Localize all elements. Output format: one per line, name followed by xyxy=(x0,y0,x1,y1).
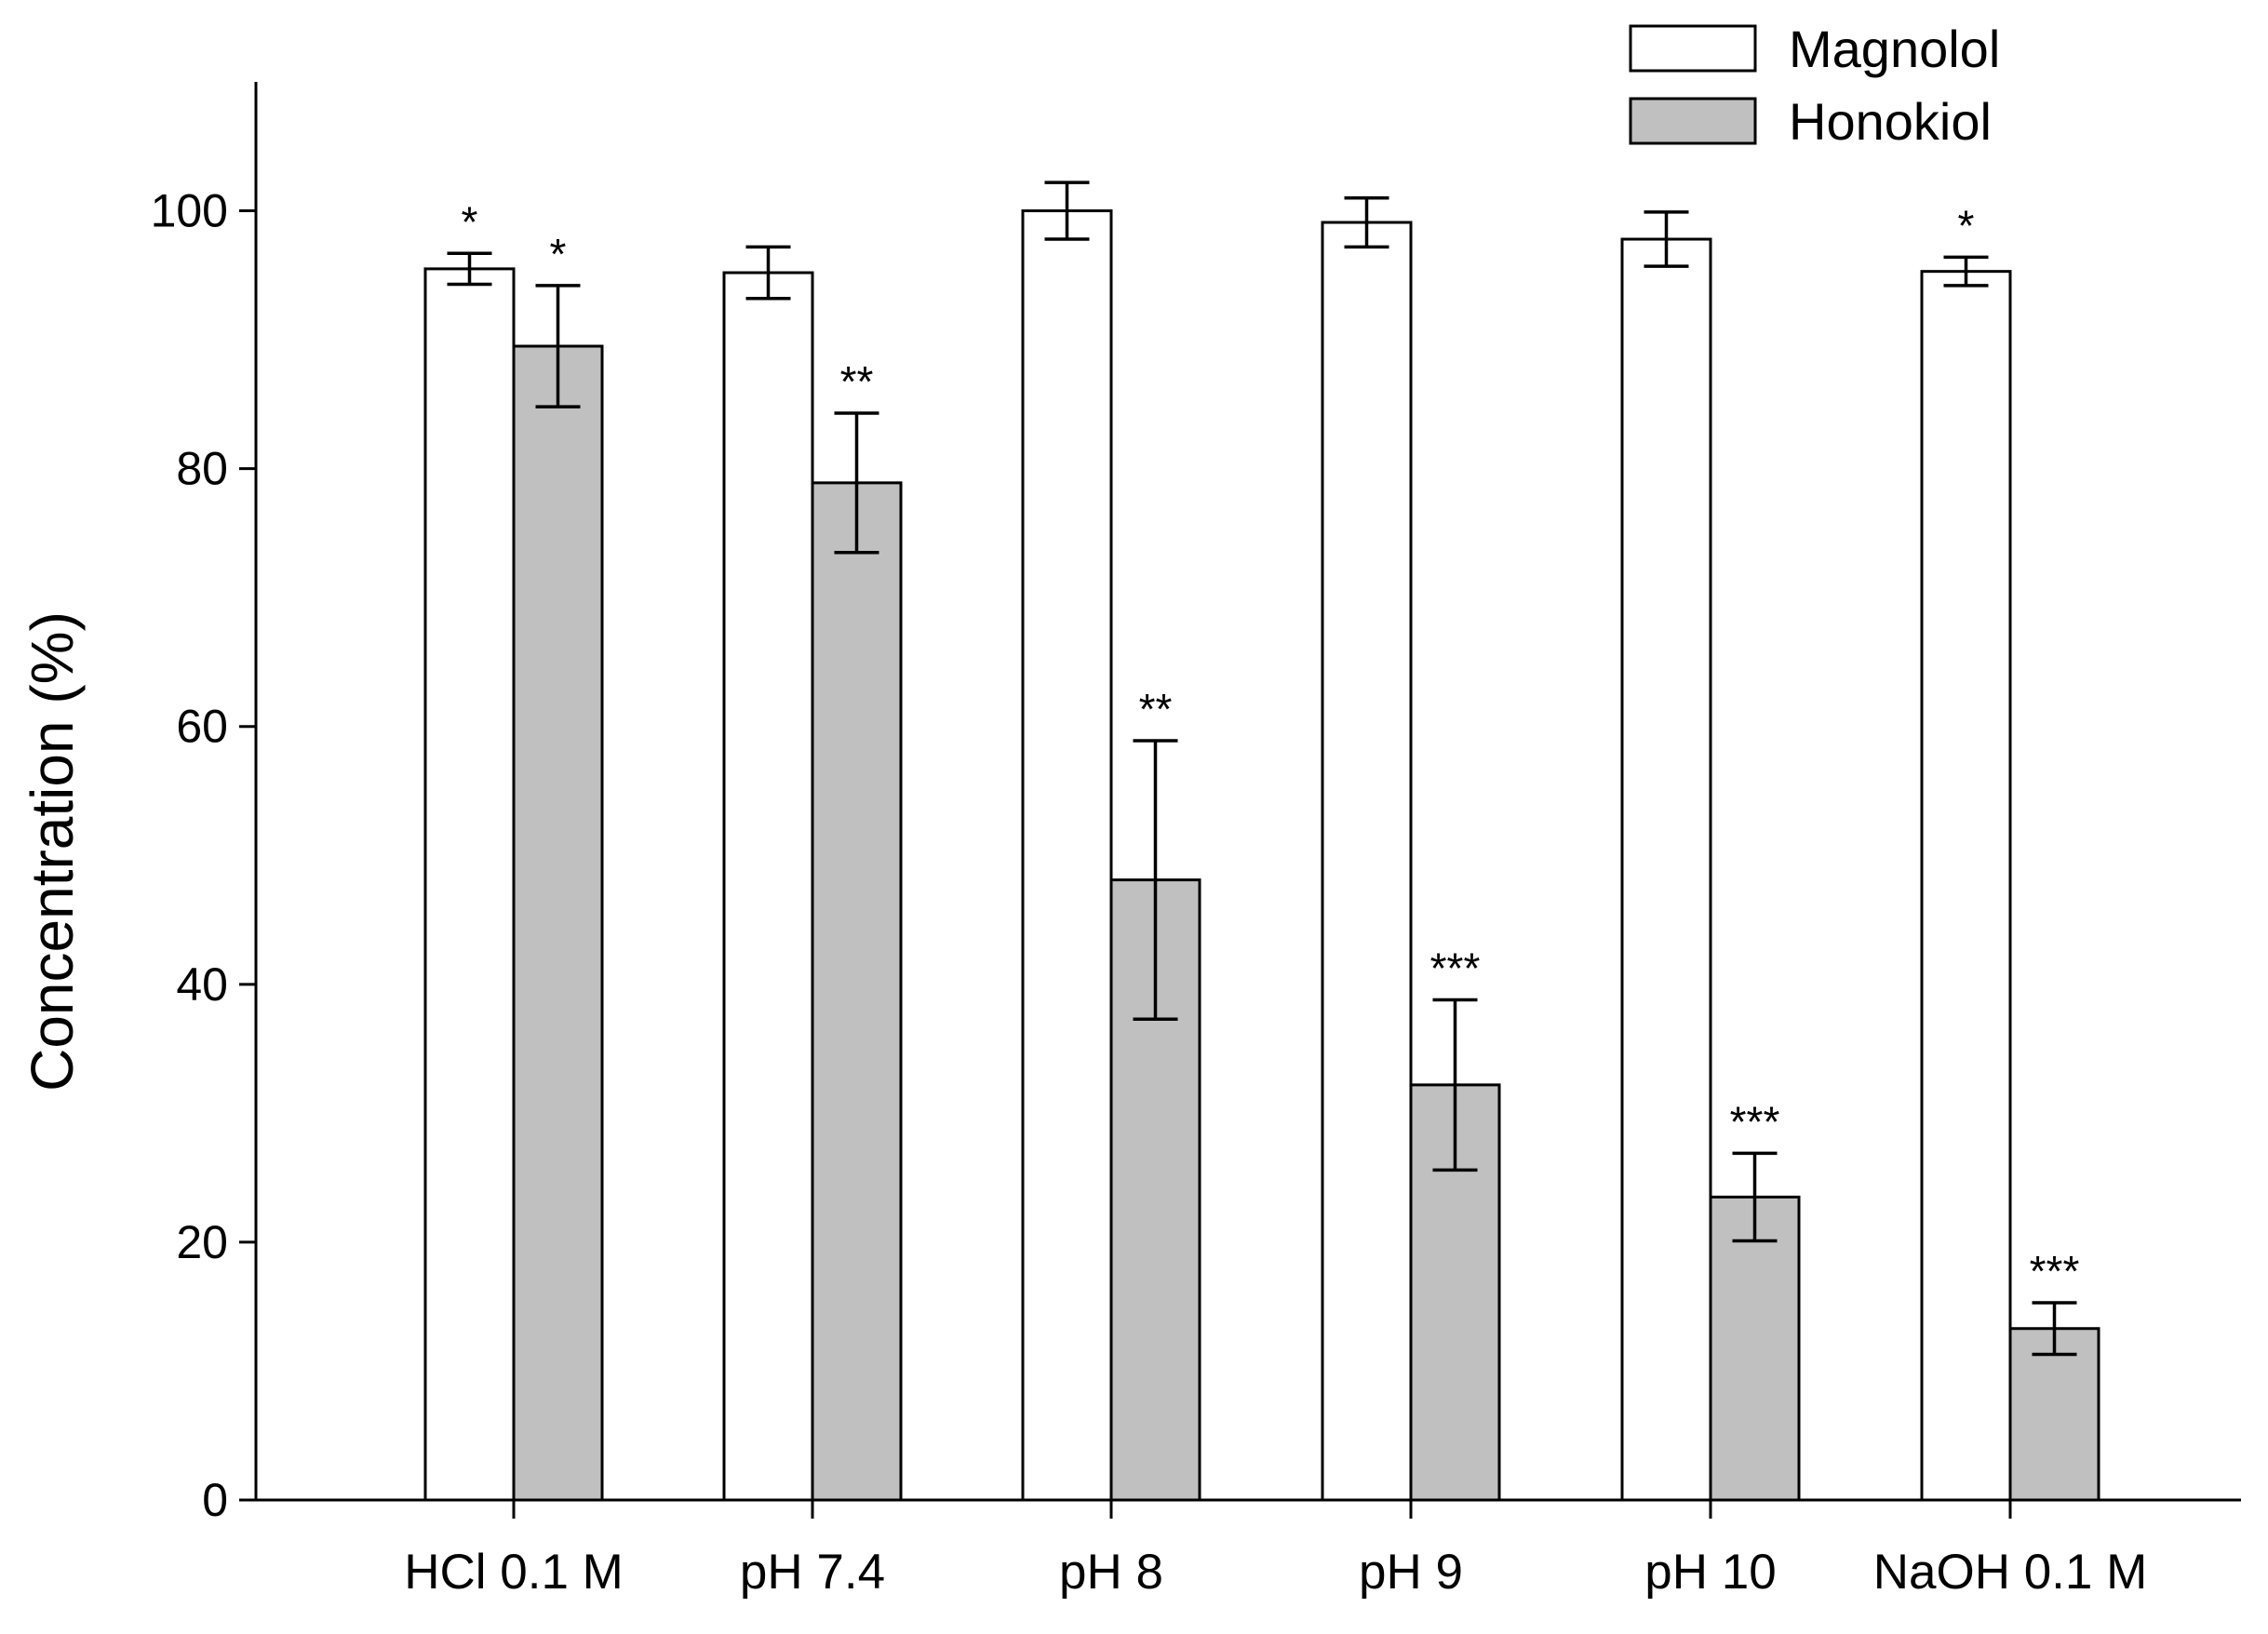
significance-honokiol-ph-8: ** xyxy=(1139,685,1173,733)
significance-markers: **************** xyxy=(462,197,2080,1295)
y-axis-title: Concentration (%) xyxy=(19,611,86,1092)
significance-honokiol-naoh-0-1-m: *** xyxy=(2030,1247,2080,1295)
x-tick-label-naoh-0-1-m: NaOH 0.1 M xyxy=(1873,1545,2148,1600)
bar-honokiol-hcl-0-1-m xyxy=(512,344,604,1502)
x-tick-label-ph-7-4: pH 7.4 xyxy=(740,1545,885,1600)
y-tick-label: 40 xyxy=(176,958,228,1011)
bar-magnolol-ph-10 xyxy=(1620,237,1712,1502)
legend-swatch-magnolol xyxy=(1629,24,1757,73)
y-tick-label: 0 xyxy=(202,1474,228,1526)
error-bars xyxy=(447,181,2077,1357)
bar-magnolol-naoh-0-1-m xyxy=(1920,270,2012,1502)
significance-honokiol-ph-7-4: ** xyxy=(840,357,874,406)
y-axis-ticks: 0 20 40 60 80 100 xyxy=(151,185,256,1526)
x-tick-label-ph-9: pH 9 xyxy=(1359,1545,1463,1600)
significance-honokiol-ph-9: *** xyxy=(1430,944,1481,992)
bar-magnolol-ph-9 xyxy=(1321,221,1413,1502)
bar-honokiol-ph-7-4 xyxy=(811,481,903,1502)
legend-swatch-honokiol xyxy=(1629,97,1757,145)
y-tick-label: 60 xyxy=(176,701,228,753)
x-tick-label-hcl-0-1-m: HCl 0.1 M xyxy=(404,1545,624,1600)
legend: Magnolol Honokiol xyxy=(1629,20,2000,151)
legend-label-honokiol: Honokiol xyxy=(1789,92,1992,151)
significance-magnolol-hcl-0-1-m: * xyxy=(462,197,478,246)
legend-label-magnolol: Magnolol xyxy=(1789,20,2000,78)
y-tick-label: 80 xyxy=(176,443,228,495)
significance-magnolol-naoh-0-1-m: * xyxy=(1958,201,1975,249)
bar-magnolol-ph-8 xyxy=(1021,209,1113,1502)
bars xyxy=(423,209,2100,1502)
x-tick-label-ph-10: pH 10 xyxy=(1644,1545,1776,1600)
y-tick-label: 20 xyxy=(176,1216,228,1268)
x-axis-ticks: HCl 0.1 M pH 7.4 pH 8 pH 9 pH 10 NaOH 0.1 M xyxy=(404,1500,2147,1600)
x-tick-label-ph-8: pH 8 xyxy=(1059,1545,1163,1600)
bar-magnolol-hcl-0-1-m xyxy=(423,267,516,1502)
y-tick-label: 100 xyxy=(151,185,228,237)
significance-honokiol-hcl-0-1-m: * xyxy=(550,230,567,278)
significance-honokiol-ph-10: *** xyxy=(1730,1097,1780,1145)
bar-magnolol-ph-7-4 xyxy=(722,271,814,1502)
